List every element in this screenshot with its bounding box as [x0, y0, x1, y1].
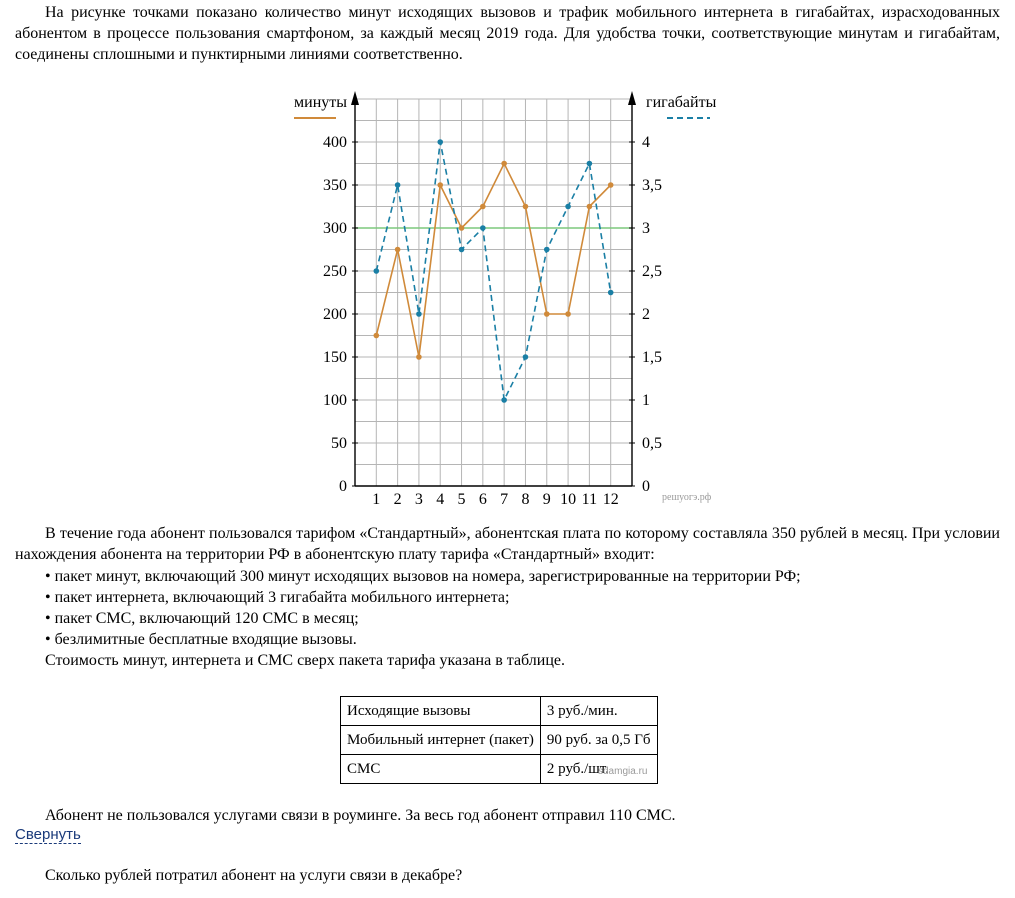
y-right-tick-label: 1,5: [642, 349, 662, 366]
y-left-tick-label: 0: [339, 478, 347, 495]
y-right-tick-label: 0: [642, 478, 650, 495]
y-right-tick-label: 1: [642, 392, 650, 409]
y-right-tick-label: 3: [642, 220, 650, 237]
roaming-text: Абонент не пользовался услугами связи в …: [45, 807, 676, 824]
minutes-point: [394, 246, 401, 253]
minutes-point: [437, 182, 444, 188]
line-chart: минуты гигабайты0501001502002503003504000…: [294, 91, 717, 508]
gigabytes-point: [607, 289, 614, 296]
x-tick-label: 4: [436, 491, 444, 508]
gigabytes-point: [458, 246, 465, 253]
minutes-point: [607, 182, 614, 188]
gigabytes-point: [437, 139, 444, 145]
x-tick-label: 11: [582, 491, 597, 508]
table-cell: Исходящие вызовы: [340, 696, 541, 726]
table-cell: 3 руб./мин.: [539, 696, 658, 726]
y-left-tick-label: 350: [323, 177, 347, 194]
table-row: Мобильный интернет (пакет) 90 руб. за 0,…: [340, 725, 658, 755]
x-tick-label: 12: [603, 491, 619, 508]
y-axis-right-title: гигабайты: [646, 94, 717, 111]
y-right-tick-label: 2,5: [642, 263, 662, 280]
y-right-tick-label: 3,5: [642, 177, 662, 194]
table-row: Исходящие вызовы 3 руб./мин.: [340, 696, 658, 726]
minutes-point: [543, 311, 550, 317]
minutes-point: [480, 203, 486, 210]
intro-text: На рисунке точками показано количество м…: [15, 4, 1000, 63]
table-cell: Мобильный интернет (пакет): [340, 725, 541, 755]
minutes-point: [416, 354, 422, 360]
gigabytes-point: [522, 354, 529, 360]
y-axis-left-title: минуты: [294, 94, 347, 111]
minutes-point: [458, 225, 465, 231]
y-right-tick-label: 0,5: [642, 435, 662, 452]
y-right-tick-label: 2: [642, 306, 650, 323]
chart-watermark: решуогэ.рф: [662, 492, 712, 503]
minutes-point: [373, 332, 380, 339]
x-tick-label: 7: [500, 491, 508, 508]
gigabytes-point: [565, 203, 571, 210]
tariff-item-internet: • пакет интернета, включающий 3 гигабайт…: [45, 589, 510, 606]
gigabytes-point: [480, 225, 486, 231]
gigabytes-point: [373, 268, 380, 274]
x-tick-label: 3: [415, 491, 423, 508]
table-cell: СМС: [340, 754, 541, 784]
cost-intro-text: Стоимость минут, интернета и СМС сверх п…: [45, 652, 565, 669]
x-tick-label: 8: [521, 491, 529, 508]
tariff-description: В течение года абонент пользовался тариф…: [15, 525, 1000, 563]
y-left-tick-label: 400: [323, 134, 347, 151]
x-tick-label: 9: [543, 491, 551, 508]
question-text: Сколько рублей потратил абонент на услуг…: [45, 867, 463, 884]
collapse-link[interactable]: Свернуть: [15, 826, 81, 844]
minutes-point: [501, 160, 507, 167]
y-right-tick-label: 4: [642, 134, 650, 151]
tariff-item-minutes: • пакет минут, включающий 300 минут исхо…: [45, 568, 801, 585]
y-left-tick-label: 150: [323, 349, 347, 366]
y-left-tick-label: 200: [323, 306, 347, 323]
table-cell: 2 руб./шт.: [539, 754, 658, 784]
y-left-tick-label: 50: [331, 435, 347, 452]
gigabytes-point: [416, 311, 422, 317]
table-row: СМС 2 руб./шт.: [340, 754, 658, 784]
x-tick-label: 6: [479, 491, 487, 508]
table-cell: 90 руб. за 0,5 Гб: [539, 725, 658, 755]
y-left-tick-label: 100: [323, 392, 347, 409]
tariff-item-sms: • пакет СМС, включающий 120 СМС в месяц;: [45, 610, 359, 627]
gigabytes-point: [501, 397, 507, 403]
gigabytes-point: [543, 246, 550, 253]
tariff-table: Исходящие вызовы 3 руб./мин. Мобильный и…: [340, 696, 658, 784]
x-tick-label: 5: [458, 491, 466, 508]
x-tick-label: 10: [560, 491, 576, 508]
x-tick-label: 1: [372, 491, 380, 508]
minutes-point: [586, 203, 593, 210]
y-axis-left-arrow: [351, 91, 359, 105]
minutes-point: [522, 203, 529, 210]
table-watermark: sdamgia.ru: [598, 766, 648, 777]
y-left-tick-label: 250: [323, 263, 347, 280]
y-axis-right-arrow: [628, 91, 636, 105]
tariff-item-incoming: • безлимитные бесплатные входящие вызовы…: [45, 631, 357, 648]
x-tick-label: 2: [394, 491, 402, 508]
gigabytes-point: [586, 160, 593, 167]
minutes-line: [375, 161, 612, 358]
gigabytes-point: [394, 182, 401, 188]
minutes-point: [565, 311, 571, 317]
y-left-tick-label: 300: [323, 220, 347, 237]
